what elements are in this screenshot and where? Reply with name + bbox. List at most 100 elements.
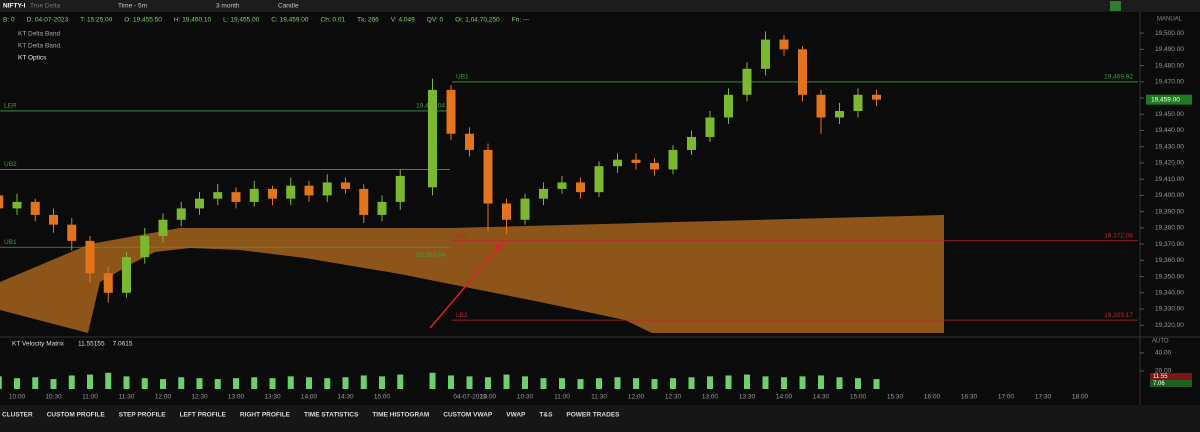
tab[interactable]: VWAP: [506, 412, 526, 419]
sub-badge-label: 7.06: [1153, 381, 1165, 387]
candle-body: [465, 133, 474, 150]
candle-body: [377, 201, 387, 215]
velocity-bar: [670, 378, 676, 389]
velocity-bar: [50, 379, 57, 389]
velocity-bar: [836, 377, 843, 389]
candle-body: [872, 94, 881, 100]
search-button[interactable]: [1110, 1, 1121, 11]
indicator-legend[interactable]: KT Optics: [18, 55, 47, 62]
x-tick-label: 14:30: [337, 394, 354, 401]
candle-body: [650, 162, 659, 170]
y-tick-label: 19,490.00: [1155, 46, 1184, 53]
sub-panel-title: KT Velocity Matrix: [12, 341, 65, 348]
info-field: C: 19,459.00: [271, 17, 309, 24]
y-tick-label: 19,370.00: [1155, 241, 1184, 248]
sub-panel-value: 7.0615: [113, 341, 133, 348]
candle-body: [724, 94, 733, 118]
velocity-bar: [873, 379, 880, 389]
y-tick-label: 19,410.00: [1155, 176, 1184, 183]
tab[interactable]: CUSTOM VWAP: [443, 412, 493, 419]
candle-body: [341, 182, 350, 189]
sub-scale-mode[interactable]: AUTO: [1152, 339, 1169, 345]
x-tick-label: 04-07-2023: [453, 394, 487, 401]
x-tick-label: 14:00: [301, 394, 318, 401]
velocity-bar: [379, 376, 385, 389]
indicator-legend[interactable]: KT Delta Band: [18, 31, 61, 38]
x-tick-label: 11:30: [591, 394, 607, 401]
candle-body: [446, 89, 456, 134]
tab[interactable]: TIME HISTOGRAM: [372, 412, 429, 419]
velocity-bar: [485, 377, 491, 389]
timeframe[interactable]: Time - 5m: [118, 3, 147, 10]
tab[interactable]: POWER TRADES: [566, 412, 620, 419]
info-field: D: 04-07-2023: [27, 17, 69, 24]
candle-body: [231, 192, 241, 202]
info-field: Ch: 0.01: [321, 17, 346, 24]
velocity-bar: [287, 376, 294, 389]
candle-body: [85, 240, 95, 274]
x-tick-label: 12:00: [155, 394, 172, 401]
x-tick-label: 14:30: [813, 394, 830, 401]
tab[interactable]: CUSTOM PROFILE: [47, 412, 106, 419]
level-value: 19,368.04: [416, 252, 445, 259]
info-field: T: 15:25:00: [80, 17, 113, 24]
velocity-bar: [577, 379, 584, 389]
scale-mode[interactable]: MANUAL: [1157, 17, 1183, 23]
velocity-bar: [614, 377, 621, 389]
candle-body: [742, 68, 752, 95]
y-tick-label: 19,340.00: [1155, 290, 1184, 297]
level-name: UB1: [456, 74, 469, 81]
candle-body: [835, 111, 844, 118]
chart-style[interactable]: Candle: [278, 3, 299, 10]
velocity-bar: [651, 379, 658, 389]
range[interactable]: 3 month: [216, 3, 240, 10]
sub-badge: [1150, 373, 1192, 380]
velocity-bar: [123, 376, 130, 389]
candle-body: [322, 182, 332, 196]
y-tick-label: 19,440.00: [1155, 127, 1184, 134]
tab[interactable]: RIGHT PROFILE: [240, 412, 291, 419]
velocity-bar: [306, 377, 312, 389]
velocity-bar: [522, 376, 528, 389]
candle-body: [195, 198, 204, 209]
info-field: QV: 0: [427, 17, 444, 24]
velocity-bar: [725, 375, 732, 389]
candle-body: [286, 185, 296, 199]
candle-body: [631, 159, 641, 163]
y-tick-label: 19,320.00: [1155, 322, 1184, 329]
candle-body: [359, 188, 369, 215]
tab[interactable]: T&S: [539, 412, 553, 419]
delta-band-area: [0, 215, 944, 333]
symbol[interactable]: NIFTY-I: [3, 3, 26, 10]
level-name: UB1: [4, 239, 17, 246]
velocity-bar: [448, 375, 454, 389]
candle-body: [30, 201, 40, 215]
level-name: UB2: [4, 161, 17, 168]
candle-body: [687, 136, 696, 150]
indicator-legend[interactable]: KT Delta Band: [18, 43, 61, 50]
velocity-bar: [324, 378, 331, 389]
candle-body: [816, 94, 826, 118]
velocity-bar: [251, 377, 258, 389]
candle-body: [798, 49, 807, 95]
level-value: 19,469.92: [1104, 74, 1133, 81]
sub-badge-label: 11.55: [1153, 374, 1168, 380]
velocity-bar: [707, 376, 713, 389]
info-field: V: 4,049: [391, 17, 415, 24]
info-field: B: 0: [3, 17, 15, 24]
velocity-bar: [397, 374, 404, 389]
sub-badge: [1150, 380, 1192, 387]
candle-body: [395, 175, 405, 202]
candle-body: [428, 89, 437, 188]
velocity-bar: [87, 374, 93, 389]
arrow: [429, 245, 501, 329]
tab[interactable]: CLUSTER: [2, 412, 33, 419]
velocity-bar: [503, 374, 510, 389]
candle-body: [779, 39, 789, 50]
tab[interactable]: STEP PROFILE: [119, 412, 166, 419]
candle-body: [705, 117, 715, 137]
tab-bar: [0, 405, 1200, 432]
tab[interactable]: LEFT PROFILE: [180, 412, 227, 419]
tab[interactable]: TIME STATISTICS: [304, 412, 359, 419]
x-tick-label: 13:00: [702, 394, 719, 401]
